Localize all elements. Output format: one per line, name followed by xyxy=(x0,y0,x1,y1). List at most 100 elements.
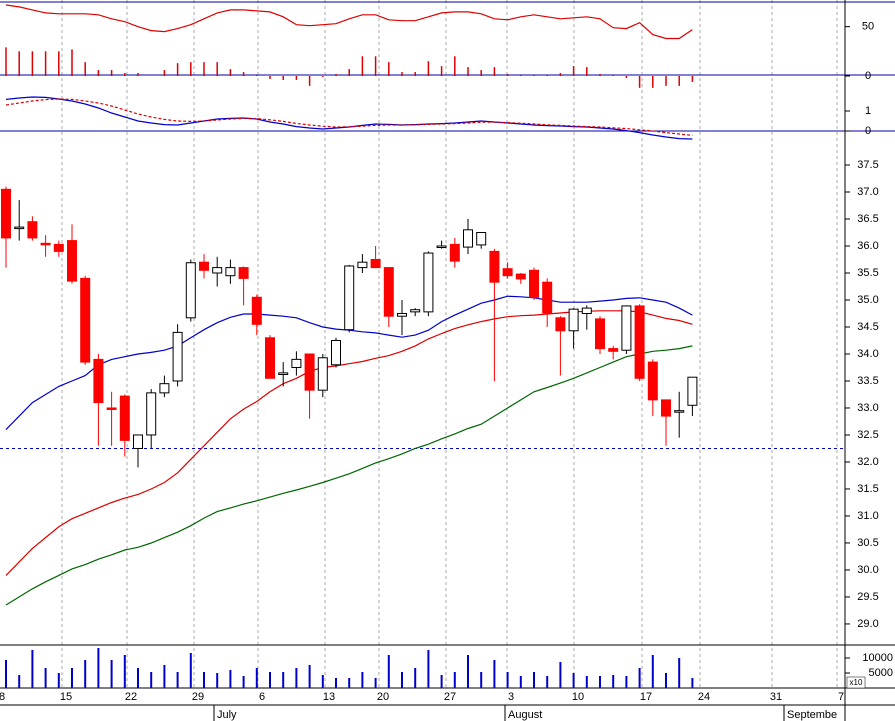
x-month-label: July xyxy=(217,709,237,721)
y-tick-label: 31.5 xyxy=(857,483,878,495)
candle-body xyxy=(14,226,25,230)
x-day-label: 29 xyxy=(192,691,204,703)
x-day-label: 10 xyxy=(572,691,584,703)
y-tick-label: 35.0 xyxy=(857,294,878,306)
x-day-label: 13 xyxy=(323,691,335,703)
x-day-label: 24 xyxy=(698,691,710,703)
candle-body xyxy=(463,229,473,248)
x-day-label: 20 xyxy=(377,691,389,703)
candle-body xyxy=(344,265,355,331)
y-tick-label: 30.0 xyxy=(857,564,878,576)
indicator-line xyxy=(5,310,693,576)
y-tick-label: 36.0 xyxy=(857,240,878,252)
candle-body xyxy=(67,240,77,282)
x-day-label: 15 xyxy=(60,691,72,703)
candle-body xyxy=(159,383,170,394)
x-day-label: 3 xyxy=(508,691,514,703)
candle-body xyxy=(529,269,539,298)
candle-body xyxy=(80,277,91,363)
candle-body xyxy=(93,358,104,404)
candle-body xyxy=(555,317,566,332)
y-tick-label: 31.0 xyxy=(857,510,878,522)
candle-body xyxy=(423,252,434,313)
y-tick-label: 0 xyxy=(865,125,871,137)
y-tick-label: 5000 xyxy=(869,667,893,679)
candle-body xyxy=(291,358,302,368)
candle-body xyxy=(608,348,619,352)
candle-body xyxy=(146,392,157,436)
candle-body xyxy=(595,318,605,350)
y-tick-label: 33.0 xyxy=(857,402,878,414)
x-day-label: 22 xyxy=(125,691,137,703)
y-tick-label: 37.0 xyxy=(857,186,878,198)
y-tick-label: 34.0 xyxy=(857,348,878,360)
x-day-label: 27 xyxy=(444,691,456,703)
x-month-label: Septembe xyxy=(787,709,837,721)
y-tick-label: 34.5 xyxy=(857,321,878,333)
candle-body xyxy=(106,407,117,410)
candle-body xyxy=(410,309,421,313)
candle-body xyxy=(212,267,223,274)
y-tick-label: 37.5 xyxy=(857,159,878,171)
indicator-line xyxy=(5,345,693,606)
unit-box xyxy=(846,676,866,689)
candle-body xyxy=(133,434,143,449)
candle-body xyxy=(357,261,368,269)
candle-body xyxy=(687,376,698,406)
x-day-label: 31 xyxy=(770,691,782,703)
candle-body xyxy=(661,399,671,417)
y-tick-label: 10000 xyxy=(862,652,893,664)
candle-body xyxy=(449,243,460,262)
candle-body xyxy=(647,361,658,401)
y-tick-label: 30.5 xyxy=(857,537,878,549)
candle-body xyxy=(27,221,38,239)
candle-body xyxy=(621,305,632,351)
candle-body xyxy=(397,312,407,317)
candle-body xyxy=(53,243,64,252)
y-tick-label: 0 xyxy=(865,70,871,82)
candle-body xyxy=(502,268,513,277)
candle-body xyxy=(172,331,183,382)
indicator-line xyxy=(5,4,693,40)
y-tick-label: 33.5 xyxy=(857,375,878,387)
candle-body xyxy=(568,308,579,332)
y-tick-label: 36.5 xyxy=(857,213,878,225)
candle-body xyxy=(581,307,592,314)
candle-body xyxy=(238,267,249,279)
candle-body xyxy=(317,357,328,391)
candle-body xyxy=(383,267,394,317)
candle-body xyxy=(199,261,209,271)
unit-label: x10 xyxy=(850,678,863,687)
candle-body xyxy=(251,296,262,325)
candle-body xyxy=(304,353,315,391)
y-tick-label: 32.0 xyxy=(857,456,878,468)
candle-body xyxy=(476,232,487,246)
candle-body xyxy=(225,267,236,277)
candle-body xyxy=(185,262,196,319)
candle-body xyxy=(331,339,341,366)
y-tick-label: 32.5 xyxy=(857,429,878,441)
x-month-label: August xyxy=(508,709,542,721)
x-day-label: 8 xyxy=(0,691,5,703)
candle-body xyxy=(674,410,685,413)
y-tick-label: 35.5 xyxy=(857,267,878,279)
y-tick-label: 29.5 xyxy=(857,591,878,603)
candle-body xyxy=(542,281,553,314)
candle-body xyxy=(634,305,645,379)
candle-body xyxy=(119,395,130,441)
candle-body xyxy=(40,242,51,246)
candle-body xyxy=(265,337,275,379)
x-day-label: 7 xyxy=(838,691,844,703)
candle-body xyxy=(278,372,289,376)
x-day-label: 17 xyxy=(640,691,652,703)
candle-body xyxy=(370,259,381,269)
candle-body xyxy=(515,273,526,280)
x-day-label: 6 xyxy=(259,691,265,703)
y-tick-label: 1 xyxy=(865,105,871,117)
indicator-line xyxy=(5,96,693,140)
candle-body xyxy=(489,250,500,283)
y-tick-label: 50 xyxy=(862,21,874,33)
y-tick-label: 29.0 xyxy=(857,618,878,630)
candle-body xyxy=(1,188,11,239)
